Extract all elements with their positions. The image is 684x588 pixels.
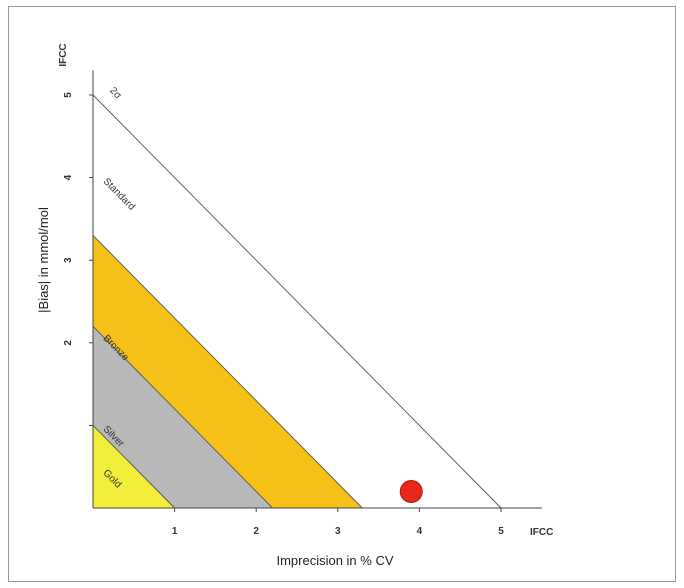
y-tick-label: 3 bbox=[63, 257, 74, 263]
x-tick-label: 5 bbox=[498, 526, 504, 537]
zone-boundary-silver bbox=[92, 325, 273, 509]
x-unit-label: IFCC bbox=[530, 527, 553, 538]
axes-layer: 1 2 3 4 5 2 3 4 5 bbox=[63, 70, 542, 537]
data-point bbox=[399, 479, 423, 503]
points-layer bbox=[399, 479, 423, 503]
y-axis-title: |Bias| in mmol/mol bbox=[36, 207, 51, 313]
y-tick-label: 4 bbox=[63, 174, 74, 180]
limit-line-label: 2σ bbox=[107, 85, 124, 102]
y-tick-label: 5 bbox=[63, 92, 74, 98]
x-tick-label: 3 bbox=[335, 526, 341, 537]
y-tick-label: 2 bbox=[63, 340, 74, 346]
chart-frame bbox=[8, 6, 676, 582]
zone-boundary-bronze bbox=[92, 235, 363, 509]
y-unit-label: IFCC bbox=[58, 43, 69, 66]
x-tick-label: 4 bbox=[417, 526, 423, 537]
x-tick-label: 1 bbox=[172, 526, 178, 537]
zone-boundary-gold bbox=[92, 425, 175, 509]
x-axis-title: Imprecision in % CV bbox=[276, 553, 393, 568]
x-tick-label: 2 bbox=[253, 526, 259, 537]
zone-boundary-standard bbox=[92, 94, 502, 509]
